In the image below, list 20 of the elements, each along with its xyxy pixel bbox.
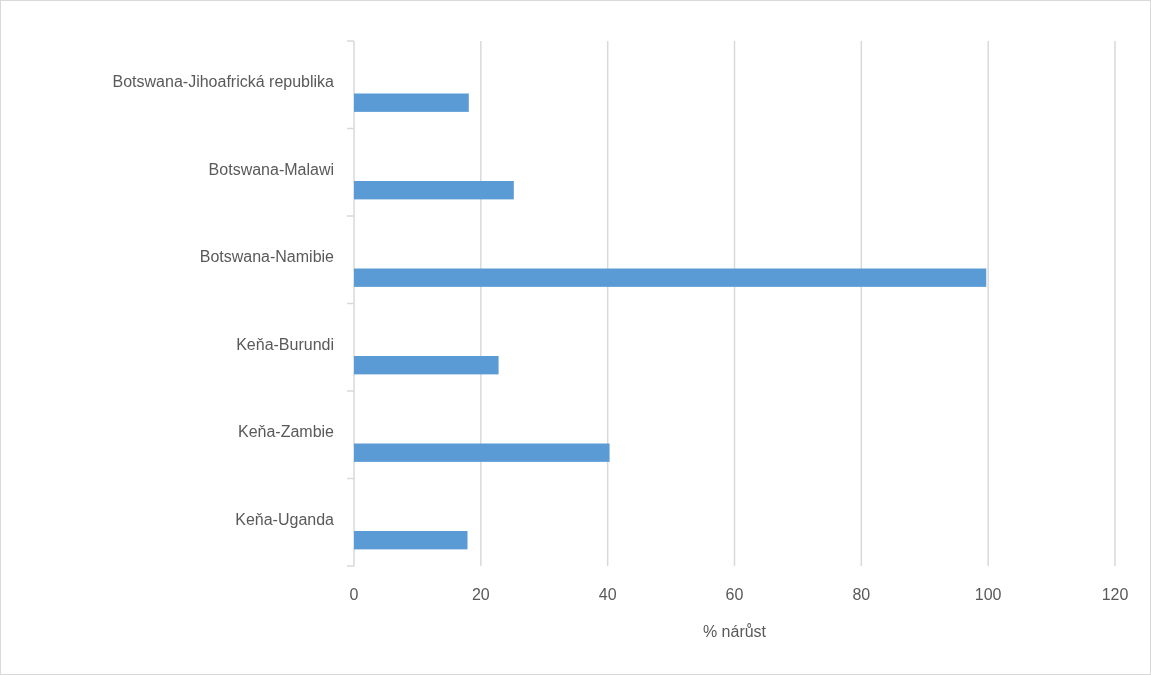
- bar: [354, 181, 514, 200]
- x-tick-label: 120: [1101, 586, 1129, 603]
- bar: [354, 356, 499, 375]
- y-tick-label: Botswana-Jihoafrická republika: [112, 73, 335, 91]
- bar: [354, 93, 469, 112]
- x-axis-title: % nárůst: [702, 623, 767, 640]
- y-tick-label: Keňa-Uganda: [235, 510, 335, 528]
- y-tick-label: Keňa-Burundi: [236, 335, 334, 353]
- y-tick-label: Keňa-Zambie: [237, 423, 335, 441]
- bar: [354, 268, 987, 287]
- x-tick-label: 60: [725, 586, 744, 603]
- bar: [354, 531, 468, 550]
- y-tick-label: Botswana-Malawi: [208, 160, 334, 178]
- y-tick-label: Botswana-Namibie: [199, 248, 335, 266]
- bar: [354, 443, 610, 462]
- x-tick-label: 40: [598, 586, 617, 603]
- x-tick-label: 80: [852, 586, 871, 603]
- x-tick-label: 20: [471, 586, 490, 603]
- x-tick-label: 0: [349, 586, 359, 603]
- x-tick-label: 100: [974, 586, 1002, 603]
